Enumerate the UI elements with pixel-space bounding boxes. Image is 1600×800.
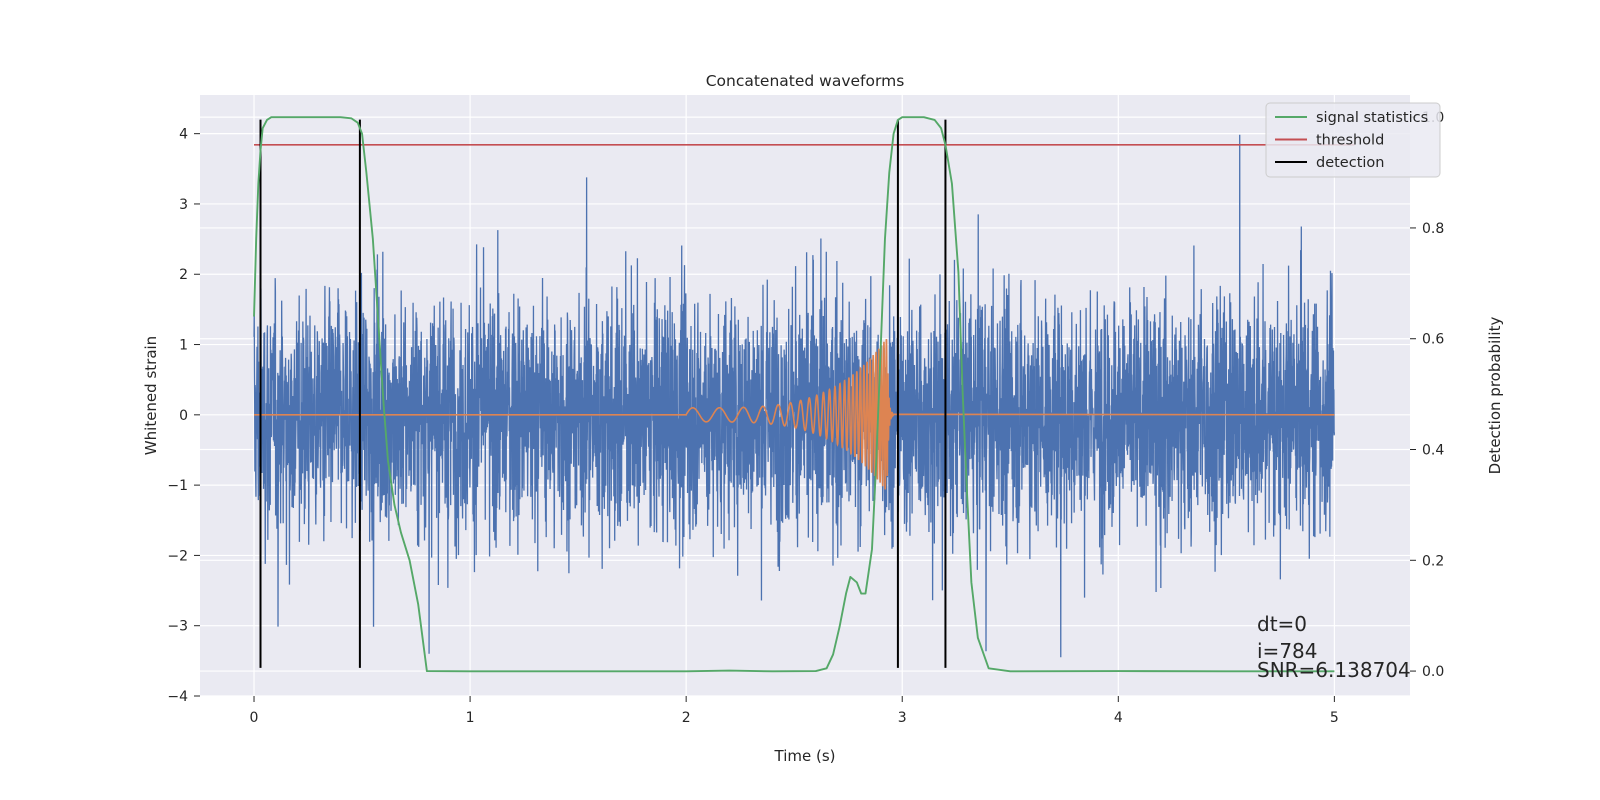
y2-axis-label: Detection probability — [1486, 317, 1504, 475]
y2-tick-label: 0.0 — [1422, 664, 1444, 680]
y-tick-label: −1 — [167, 478, 188, 494]
legend-label-signal-statistics: signal statistics — [1316, 110, 1428, 126]
y2-tick-label: 0.8 — [1422, 221, 1444, 237]
y-tick-label: 3 — [179, 197, 188, 213]
data-layer — [253, 116, 1355, 673]
legend-label-detection: detection — [1316, 155, 1384, 171]
x-tick-label: 1 — [466, 710, 475, 726]
y-tick-label: 1 — [179, 338, 188, 354]
chart-title: Concatenated waveforms — [706, 72, 905, 90]
x-axis-label: Time (s) — [774, 747, 836, 765]
y2-tick-label: 0.2 — [1422, 553, 1444, 569]
y-tick-label: −4 — [167, 689, 188, 705]
legend-label-threshold: threshold — [1316, 133, 1384, 149]
legend-box — [1265, 102, 1441, 178]
y-tick-label: 2 — [179, 267, 188, 283]
template-series — [254, 339, 1335, 490]
strain-series — [253, 134, 1336, 658]
annotation-snr: SNR=6.138704 — [1257, 658, 1411, 682]
legend: signal statistics threshold detection — [1265, 102, 1441, 178]
y-tick-label: 4 — [179, 127, 188, 143]
y-tick-label: −2 — [167, 548, 188, 564]
y-tick-label: −3 — [167, 619, 188, 635]
annotation-dt: dt=0 — [1257, 612, 1307, 636]
y-axis-label: Whitened strain — [142, 336, 160, 455]
annotation-index: i=784 — [1257, 639, 1318, 663]
x-tick-label: 0 — [250, 710, 259, 726]
y-tick-label: 0 — [179, 408, 188, 424]
x-tick-label: 4 — [1114, 710, 1123, 726]
x-tick-label: 3 — [898, 710, 907, 726]
signal-statistics-series — [253, 116, 1335, 673]
x-tick-label: 5 — [1330, 710, 1339, 726]
y2-tick-label: 0.6 — [1422, 332, 1444, 348]
x-tick-label: 2 — [682, 710, 691, 726]
y2-tick-label: 0.4 — [1422, 443, 1444, 459]
